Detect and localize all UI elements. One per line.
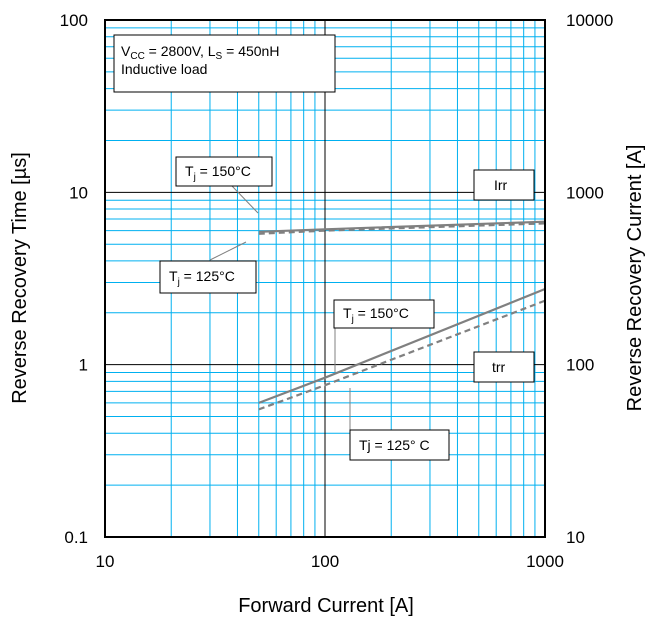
trr-tj125-label: Tj = 125° C bbox=[359, 437, 430, 453]
trr-tj150-box: Tj = 150°C bbox=[333, 299, 435, 329]
x-tick-label: 1000 bbox=[526, 552, 564, 571]
series-line-trr-dashed bbox=[258, 299, 546, 411]
trr-tj150-label: Tj = 150°C bbox=[343, 305, 409, 325]
irr-tj125-box: Tj = 125°C bbox=[159, 260, 257, 294]
irr-tj125-leader bbox=[209, 241, 247, 261]
y-axis-label-left: Reverse Recovery Time [µs] bbox=[9, 152, 31, 404]
y-left-tick-label: 1 bbox=[79, 356, 88, 375]
irr-tj150-label: Tj = 150°C bbox=[185, 163, 251, 183]
major-grid bbox=[105, 20, 545, 537]
trr-label-box: trr bbox=[473, 351, 535, 383]
series-line-irr-dashed bbox=[258, 222, 546, 235]
series-line-trr-solid bbox=[258, 287, 546, 404]
tick-labels: 10 100 1000 0.1 1 10 100 10 100 1000 10000 bbox=[60, 11, 614, 571]
y-left-tick-label: 100 bbox=[60, 11, 88, 30]
y-right-tick-label: 100 bbox=[566, 356, 594, 375]
irr-label-box: Irr bbox=[473, 169, 535, 201]
trr-label: trr bbox=[492, 359, 506, 375]
conditions-box: VCC = 2800V, LS = 450nH Inductive load bbox=[113, 34, 336, 93]
y-right-tick-label: 10000 bbox=[566, 11, 613, 30]
plot-frame bbox=[104, 19, 546, 538]
series-layer bbox=[258, 220, 546, 411]
x-tick-label: 10 bbox=[96, 552, 115, 571]
y-right-tick-label: 1000 bbox=[566, 183, 604, 202]
series-line-irr-solid bbox=[258, 220, 546, 233]
y-axis-label-right: Reverse Recovery Current [A] bbox=[624, 145, 646, 412]
conditions-line-2: Inductive load bbox=[121, 61, 207, 77]
irr-label: Irr bbox=[494, 177, 508, 193]
irr-tj125-label: Tj = 125°C bbox=[169, 268, 235, 288]
y-left-tick-label: 10 bbox=[69, 183, 88, 202]
conditions-line-1: VCC = 2800V, LS = 450nH bbox=[121, 43, 279, 62]
irr-tj150-leader bbox=[231, 185, 259, 214]
irr-tj150-box: Tj = 150°C bbox=[175, 156, 273, 187]
y-left-tick-label: 0.1 bbox=[64, 528, 88, 547]
x-tick-label: 100 bbox=[311, 552, 339, 571]
y-right-tick-label: 10 bbox=[566, 528, 585, 547]
trr-tj125-box: Tj = 125° C bbox=[349, 429, 450, 461]
x-axis-label: Forward Current [A] bbox=[238, 595, 414, 617]
